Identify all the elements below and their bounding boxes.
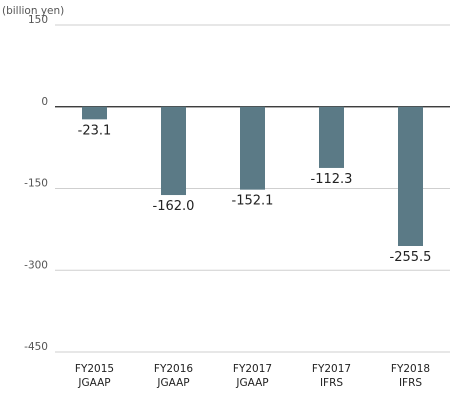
bar-value-label: -112.3	[311, 172, 353, 187]
x-category-sublabel: JGAAP	[77, 377, 110, 389]
bar-value-label: -152.1	[232, 194, 274, 209]
y-axis-unit-label: (billion yen)	[2, 5, 64, 17]
bar-layer	[82, 106, 423, 246]
x-category-label: FY2018	[391, 363, 430, 375]
y-tick-label: -450	[24, 341, 48, 353]
bar-value-label: -162.0	[153, 199, 195, 214]
x-category-label: FY2015	[75, 363, 114, 375]
bar	[319, 106, 344, 168]
x-category-label: FY2017	[233, 363, 272, 375]
bar	[240, 106, 265, 190]
x-category-sublabel: IFRS	[399, 377, 422, 389]
x-category-sublabel: IFRS	[320, 377, 343, 389]
label-layer: 150 0 -150 -300 -450 -23.1 FY2015 JGAAP -162.0 FY…	[24, 14, 431, 389]
x-category-sublabel: JGAAP	[235, 377, 268, 389]
x-category-label: FY2016	[154, 363, 193, 375]
x-category-label: FY2017	[312, 363, 351, 375]
y-tick-label: 0	[41, 96, 48, 108]
bar	[398, 106, 423, 246]
y-tick-label: -300	[24, 259, 48, 271]
bar	[161, 106, 186, 196]
y-tick-label: -150	[24, 178, 48, 190]
x-category-sublabel: JGAAP	[156, 377, 189, 389]
y-tick-label: 150	[28, 14, 48, 26]
bar	[82, 106, 107, 120]
bar-value-label: -255.5	[390, 250, 432, 265]
bar-value-label: -23.1	[78, 123, 112, 138]
